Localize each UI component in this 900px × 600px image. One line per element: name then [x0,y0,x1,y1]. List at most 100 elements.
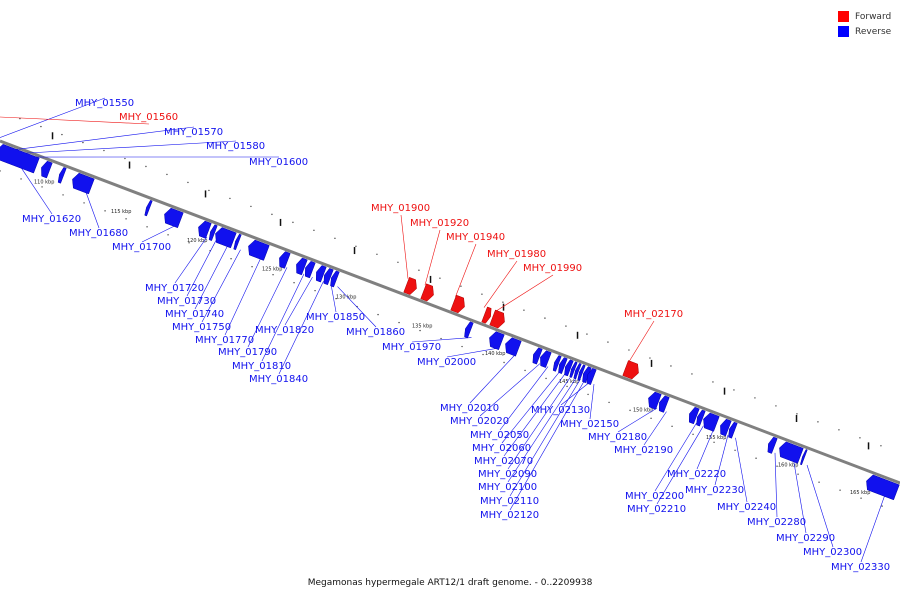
gene-label[interactable]: MHY_02210 [627,504,686,515]
reverse-gene-feature[interactable] [464,321,474,339]
reverse-gene-feature[interactable] [323,268,334,286]
gene-label[interactable]: MHY_02110 [480,496,539,507]
gene-label[interactable]: MHY_01840 [249,374,308,385]
leader-line [617,407,658,433]
reverse-gene-feature[interactable] [569,361,578,378]
gene-label[interactable]: MHY_02100 [478,482,537,493]
forward-gene-feature[interactable] [489,309,505,329]
leader-line [628,320,655,363]
reverse-gene-feature[interactable] [72,172,95,195]
gene-label[interactable]: MHY_02000 [417,357,476,368]
reverse-gene-feature[interactable] [558,357,568,374]
gene-label[interactable]: MHY_02090 [478,469,537,480]
reverse-gene-feature[interactable] [540,350,552,368]
gene-label[interactable]: MHY_02120 [480,510,539,521]
gene-label[interactable]: MHY_01860 [346,327,405,338]
gene-label[interactable]: MHY_01720 [145,283,204,294]
reverse-gene-feature[interactable] [696,409,706,427]
gene-label[interactable]: MHY_01730 [157,296,216,307]
reverse-gene-feature[interactable] [505,337,522,357]
gene-label[interactable]: MHY_01980 [487,249,546,260]
gene-label[interactable]: MHY_02060 [472,443,531,454]
gene-label[interactable]: MHY_01990 [523,263,582,274]
gene-label[interactable]: MHY_01750 [172,322,231,333]
reverse-gene-feature[interactable] [198,220,212,239]
reverse-gene-feature[interactable] [703,412,720,432]
gene-label[interactable]: MHY_01600 [249,157,308,168]
reverse-gene-feature[interactable] [315,265,327,283]
reverse-gene-feature[interactable] [658,395,670,413]
minor-tick-dots [0,117,883,507]
gene-label[interactable]: MHY_02190 [614,445,673,456]
reverse-gene-feature[interactable] [330,270,340,288]
reverse-gene-feature[interactable] [41,160,53,179]
reverse-gene-feature[interactable] [552,355,562,372]
leader-line [774,452,778,518]
gene-label[interactable]: MHY_02180 [588,432,647,443]
gene-label[interactable]: MHY_01940 [446,232,505,243]
reverse-gene-feature[interactable] [296,257,308,276]
reverse-gene-feature[interactable] [57,167,67,184]
gene-label[interactable]: MHY_01970 [382,342,441,353]
forward-gene-feature[interactable] [622,360,639,380]
gene-label[interactable]: MHY_01680 [69,228,128,239]
gene-label[interactable]: MHY_02200 [625,491,684,502]
gene-label[interactable]: MHY_01900 [371,203,430,214]
reverse-gene-feature[interactable] [215,227,237,249]
gene-label[interactable]: MHY_02020 [450,416,509,427]
leader-line [494,274,554,313]
gene-label[interactable]: MHY_01920 [410,218,469,229]
forward-gene-feature[interactable] [481,306,492,324]
forward-gene-feature[interactable] [403,276,417,295]
reverse-gene-feature[interactable] [489,331,505,351]
gene-label[interactable]: MHY_01560 [119,112,178,123]
gene-label[interactable]: MHY_01620 [22,214,81,225]
reverse-gene-feature[interactable] [248,239,270,261]
gene-label[interactable]: MHY_02300 [803,547,862,558]
reverse-gene-feature[interactable] [532,347,543,365]
reverse-gene-feature[interactable] [720,418,732,437]
reverse-gene-feature[interactable] [144,199,153,217]
reverse-gene-feature[interactable] [728,421,738,439]
gene-label[interactable]: MHY_01770 [195,335,254,346]
gene-label[interactable]: MHY_02010 [440,403,499,414]
gene-label[interactable]: MHY_02130 [531,405,590,416]
gene-label[interactable]: MHY_01790 [218,347,277,358]
gene-label[interactable]: MHY_01700 [112,242,171,253]
gene-label[interactable]: MHY_02230 [685,485,744,496]
gene-label[interactable]: MHY_02290 [776,533,835,544]
reverse-gene-feature[interactable] [279,251,291,269]
gene-label[interactable]: MHY_01570 [164,127,223,138]
forward-gene-feature[interactable] [450,294,465,314]
gene-label[interactable]: MHY_01810 [232,361,291,372]
reverse-gene-feature[interactable] [586,368,597,386]
reverse-gene-feature[interactable] [688,406,700,425]
reverse-gene-feature[interactable] [233,233,242,251]
reverse-gene-feature[interactable] [573,363,582,380]
reverse-gene-feature[interactable] [866,474,900,501]
gene-label[interactable]: MHY_02240 [717,502,776,513]
gene-label[interactable]: MHY_02070 [474,456,533,467]
gene-label[interactable]: MHY_02220 [667,469,726,480]
reverse-gene-feature[interactable] [208,224,218,241]
gene-label[interactable]: MHY_02280 [747,517,806,528]
reverse-gene-feature[interactable] [577,364,586,381]
reverse-gene-feature[interactable] [164,207,184,229]
gene-label[interactable]: MHY_01850 [306,312,365,323]
forward-gene-feature[interactable] [420,283,434,302]
gene-label[interactable]: MHY_01740 [165,309,224,320]
reverse-gene-feature[interactable] [800,449,808,466]
gene-label[interactable]: MHY_02170 [624,309,683,320]
reverse-gene-feature[interactable] [779,441,804,464]
reverse-gene-feature[interactable] [648,391,662,410]
reverse-gene-feature[interactable] [564,359,574,377]
gene-label[interactable]: MHY_02330 [831,562,890,573]
reverse-gene-feature[interactable] [304,260,316,279]
gene-label[interactable]: MHY_01820 [255,325,314,336]
gene-label[interactable]: MHY_02150 [560,419,619,430]
gene-label[interactable]: MHY_01550 [75,98,134,109]
reverse-gene-feature[interactable] [767,436,778,454]
gene-label[interactable]: MHY_02050 [470,430,529,441]
gene-label[interactable]: MHY_01580 [206,141,265,152]
reverse-gene-feature[interactable] [0,144,40,174]
